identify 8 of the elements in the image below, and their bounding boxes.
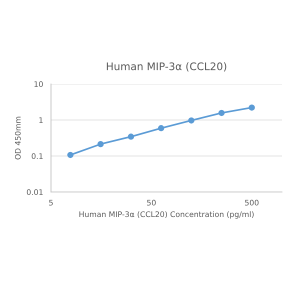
- point: [248, 104, 255, 111]
- point: [188, 117, 194, 124]
- point: [158, 125, 164, 132]
- chart-title: Human MIP-3α (CCL20): [106, 62, 226, 72]
- point: [218, 110, 225, 116]
- point: [97, 140, 104, 148]
- point: [128, 134, 134, 140]
- point: [67, 152, 74, 158]
